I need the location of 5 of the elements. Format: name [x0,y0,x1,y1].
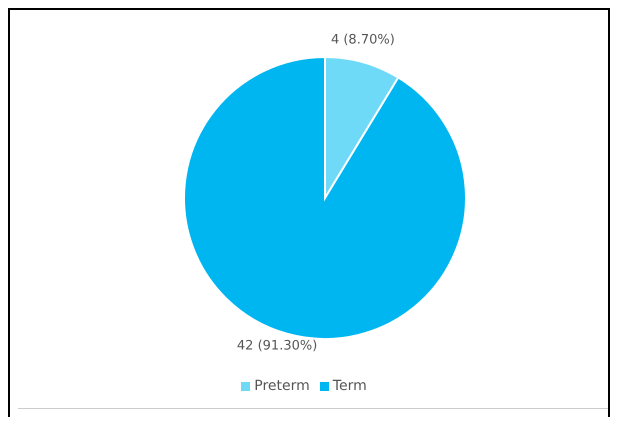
legend-label: Preterm [254,378,310,394]
data-label: 4 (8.70%) [330,32,395,48]
legend-label: Term [332,378,367,394]
pie-slice [183,56,467,340]
data-label: 42 (91.30%) [236,338,318,354]
